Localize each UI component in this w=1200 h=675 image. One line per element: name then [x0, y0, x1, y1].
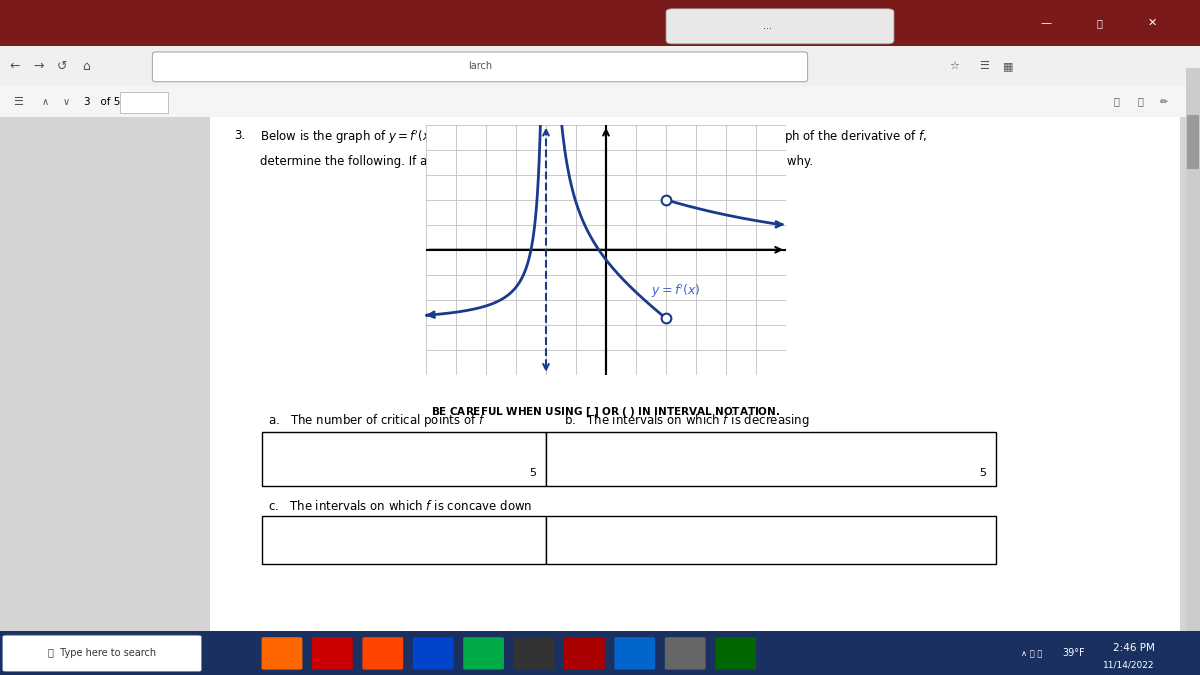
Bar	[0, 86, 1200, 117]
Text: 5: 5	[529, 468, 536, 478]
Text: ∧: ∧	[42, 97, 49, 107]
Bar	[546, 432, 996, 486]
Text: 11/14/2022: 11/14/2022	[1103, 660, 1154, 669]
Text: determine the following. If any cannot be determined based on the graph alone, e: determine the following. If any cannot b…	[260, 155, 814, 167]
Text: ↺: ↺	[58, 59, 67, 73]
Bar	[0, 631, 1200, 675]
FancyBboxPatch shape	[564, 637, 605, 670]
FancyBboxPatch shape	[715, 637, 756, 670]
FancyBboxPatch shape	[665, 637, 706, 670]
Bar	[1187, 115, 1199, 169]
FancyBboxPatch shape	[120, 92, 168, 113]
FancyBboxPatch shape	[413, 637, 454, 670]
Text: 39°F: 39°F	[1063, 649, 1085, 658]
Text: 3   of 5: 3 of 5	[84, 97, 120, 107]
Text: ∨: ∨	[62, 97, 70, 107]
Bar	[1186, 68, 1200, 631]
Text: 🖨: 🖨	[1138, 97, 1142, 107]
Text: $y = f'(x)$: $y = f'(x)$	[650, 282, 701, 300]
Text: 3.: 3.	[234, 129, 245, 142]
FancyBboxPatch shape	[614, 637, 655, 670]
Bar	[262, 516, 546, 564]
Bar	[0, 46, 1200, 86]
Text: Below is the graph of $y = f'(x)$, which is the $\mathbf{derivative}$ for some f: Below is the graph of $y = f'(x)$, which…	[260, 129, 928, 146]
FancyBboxPatch shape	[514, 637, 554, 670]
FancyBboxPatch shape	[312, 637, 353, 670]
Text: 🔍  Type here to search: 🔍 Type here to search	[48, 649, 156, 658]
Text: ←: ←	[10, 59, 19, 73]
Text: ✕: ✕	[1147, 18, 1157, 28]
Text: $\bf{BE\ CAREFUL\ WHEN\ USING\ [\ ]\ OR\ (\ )\ IN\ INTERVAL\ NOTATION.}$: $\bf{BE\ CAREFUL\ WHEN\ USING\ [\ ]\ OR\…	[431, 405, 781, 418]
Text: ☰: ☰	[979, 61, 989, 71]
Text: ▦: ▦	[1003, 61, 1013, 71]
FancyBboxPatch shape	[463, 637, 504, 670]
FancyBboxPatch shape	[666, 9, 894, 44]
Text: larch: larch	[468, 61, 492, 71]
Text: ☰: ☰	[13, 97, 23, 107]
Text: a.   The number of critical points of $f$: a. The number of critical points of $f$	[268, 412, 486, 429]
Text: 2:46 PM: 2:46 PM	[1112, 643, 1154, 653]
Text: ✏: ✏	[1160, 97, 1168, 107]
Text: c.   The intervals on which $f$ is concave down: c. The intervals on which $f$ is concave…	[268, 499, 532, 513]
Text: b.   The intervals on which $f$ is decreasing: b. The intervals on which $f$ is decreas…	[564, 412, 810, 429]
Bar	[210, 117, 1180, 631]
Text: ⌂: ⌂	[83, 59, 90, 73]
Bar	[546, 516, 996, 564]
Text: →: →	[34, 59, 43, 73]
Text: ...: ...	[763, 21, 773, 30]
Bar	[0, 0, 1200, 46]
Text: —: —	[1040, 18, 1052, 28]
Text: 5: 5	[979, 468, 986, 478]
Text: ⬜: ⬜	[1097, 18, 1102, 28]
Bar	[262, 432, 546, 486]
FancyBboxPatch shape	[2, 635, 202, 672]
Text: ∧ ⓒ 🔇: ∧ ⓒ 🔇	[1021, 649, 1043, 658]
FancyBboxPatch shape	[262, 637, 302, 670]
FancyBboxPatch shape	[362, 637, 403, 670]
FancyBboxPatch shape	[152, 52, 808, 82]
Text: ☆: ☆	[949, 61, 959, 71]
Text: 🔒: 🔒	[1114, 97, 1118, 107]
